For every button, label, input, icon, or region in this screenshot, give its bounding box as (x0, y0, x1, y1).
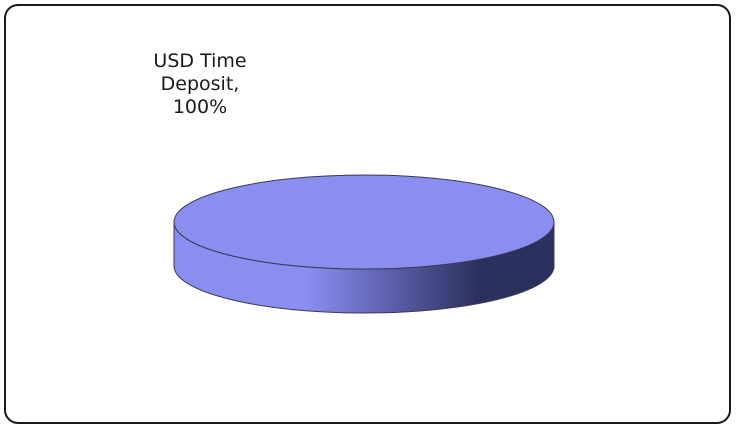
pie-slice-usd-time-deposit (173, 174, 555, 270)
data-label-line-2: Deposit, (160, 73, 240, 95)
data-label-usd-time-deposit: USD Time Deposit, 100% (120, 50, 280, 119)
data-label-line-1: USD Time (153, 50, 247, 72)
data-label-line-3: 100% (172, 96, 228, 118)
